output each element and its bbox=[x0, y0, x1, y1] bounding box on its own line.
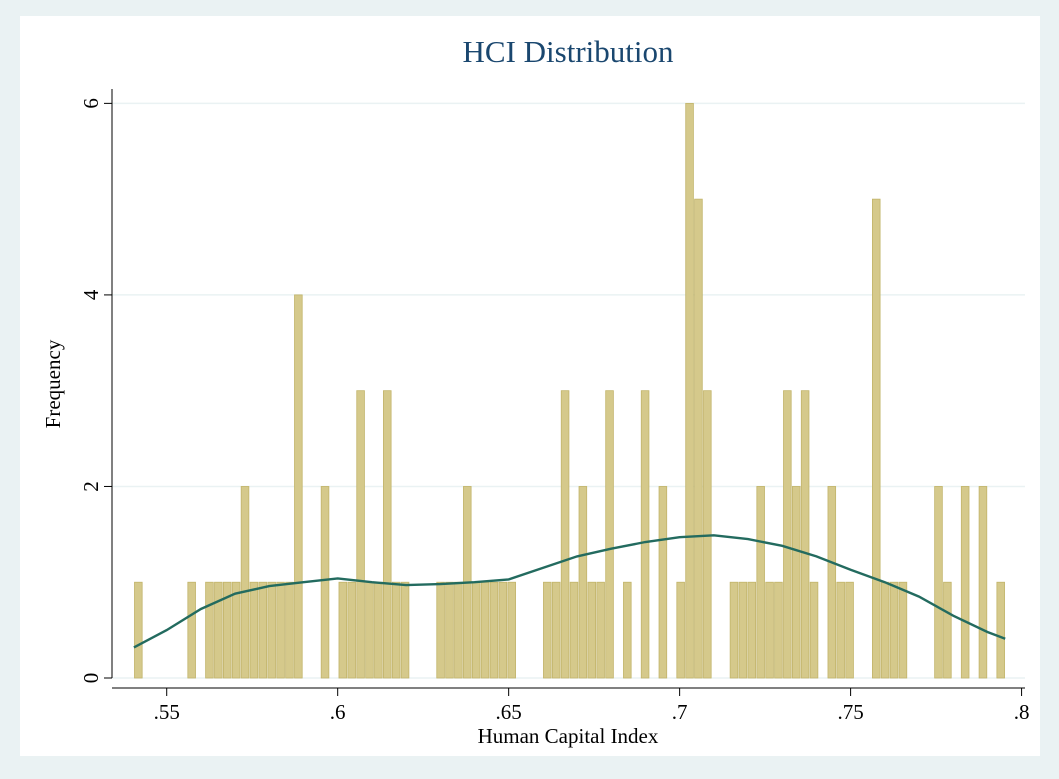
histogram-bar bbox=[258, 581, 268, 679]
histogram-bar bbox=[605, 390, 614, 679]
histogram-bar bbox=[640, 390, 650, 679]
histogram-bar bbox=[880, 581, 890, 679]
histogram-bar bbox=[445, 581, 454, 679]
histogram-bar bbox=[729, 581, 739, 679]
histogram-bar bbox=[507, 581, 516, 679]
histogram-bar bbox=[543, 581, 552, 679]
x-tick-label: .8 bbox=[1014, 700, 1030, 724]
histogram-bar bbox=[374, 581, 383, 679]
y-tick-label: 2 bbox=[79, 481, 103, 492]
histogram-bar bbox=[934, 486, 943, 679]
histogram-bar bbox=[240, 486, 250, 679]
histogram-bar bbox=[960, 486, 970, 679]
histogram-bar bbox=[774, 581, 783, 679]
chart-title: HCI Distribution bbox=[463, 34, 674, 69]
histogram-bar bbox=[222, 581, 232, 679]
histogram-bar bbox=[845, 581, 854, 679]
histogram-bar bbox=[454, 581, 463, 679]
x-tick-label: .65 bbox=[496, 700, 522, 724]
histogram-bar bbox=[738, 581, 748, 679]
histogram-bar bbox=[134, 581, 143, 679]
histogram-bar bbox=[551, 581, 561, 679]
histogram-bar bbox=[827, 486, 837, 679]
histogram-bar bbox=[436, 581, 445, 679]
histogram-bar bbox=[480, 581, 490, 679]
histogram-bar bbox=[276, 581, 285, 679]
histogram-bar bbox=[836, 581, 845, 679]
x-tick-label: .7 bbox=[672, 700, 688, 724]
histogram-bar bbox=[356, 390, 365, 679]
histogram-bar bbox=[249, 581, 259, 679]
histogram-bar bbox=[658, 486, 668, 679]
histogram-bar bbox=[694, 198, 703, 679]
histogram-bar bbox=[623, 581, 632, 679]
histogram-bar bbox=[978, 486, 988, 679]
x-tick-label: .6 bbox=[330, 700, 346, 724]
histogram-bar bbox=[294, 294, 303, 679]
histogram-bar bbox=[685, 102, 694, 679]
y-axis-label: Frequency bbox=[41, 339, 65, 428]
y-tick-label: 6 bbox=[79, 98, 103, 109]
histogram-bar bbox=[872, 198, 881, 679]
histogram-bar bbox=[578, 486, 588, 679]
histogram-bar bbox=[676, 581, 685, 679]
histogram-bar bbox=[783, 390, 792, 679]
histogram-bar bbox=[747, 581, 757, 679]
histogram-bar bbox=[231, 581, 241, 679]
histogram-bar bbox=[285, 581, 294, 679]
histogram-bar bbox=[205, 581, 214, 679]
y-tick-label: 0 bbox=[79, 673, 103, 684]
histogram-bar bbox=[791, 486, 801, 679]
histogram-bar bbox=[214, 581, 223, 679]
histogram-bar bbox=[560, 390, 570, 679]
histogram-bar bbox=[320, 486, 330, 679]
density-line bbox=[133, 534, 1006, 649]
histogram-bar bbox=[347, 581, 356, 679]
histogram-bar bbox=[383, 390, 392, 679]
histogram-bar bbox=[996, 581, 1005, 679]
histogram-bar bbox=[187, 581, 196, 679]
histogram-bar bbox=[800, 390, 810, 679]
histogram-bar bbox=[267, 581, 276, 679]
x-axis-label: Human Capital Index bbox=[478, 724, 659, 748]
histogram-bar bbox=[569, 581, 579, 679]
histogram-bar bbox=[498, 581, 508, 679]
histogram-bar bbox=[365, 581, 374, 679]
histogram-bar bbox=[338, 581, 348, 679]
y-tick-label: 4 bbox=[79, 289, 103, 300]
x-tick-label: .55 bbox=[154, 700, 180, 724]
x-tick-label: .75 bbox=[837, 700, 863, 724]
histogram-bar bbox=[809, 581, 819, 679]
histogram-bar bbox=[889, 581, 899, 679]
histogram-bar bbox=[471, 581, 481, 679]
histogram-bar bbox=[400, 581, 410, 679]
histogram-bar bbox=[943, 581, 952, 679]
histogram-bar bbox=[756, 486, 765, 679]
histogram-bar bbox=[898, 581, 908, 679]
histogram-bar bbox=[587, 581, 596, 679]
histogram-bar bbox=[596, 581, 605, 679]
histogram-bar bbox=[489, 581, 499, 679]
histogram-bar bbox=[391, 581, 401, 679]
histogram-bar bbox=[765, 581, 774, 679]
